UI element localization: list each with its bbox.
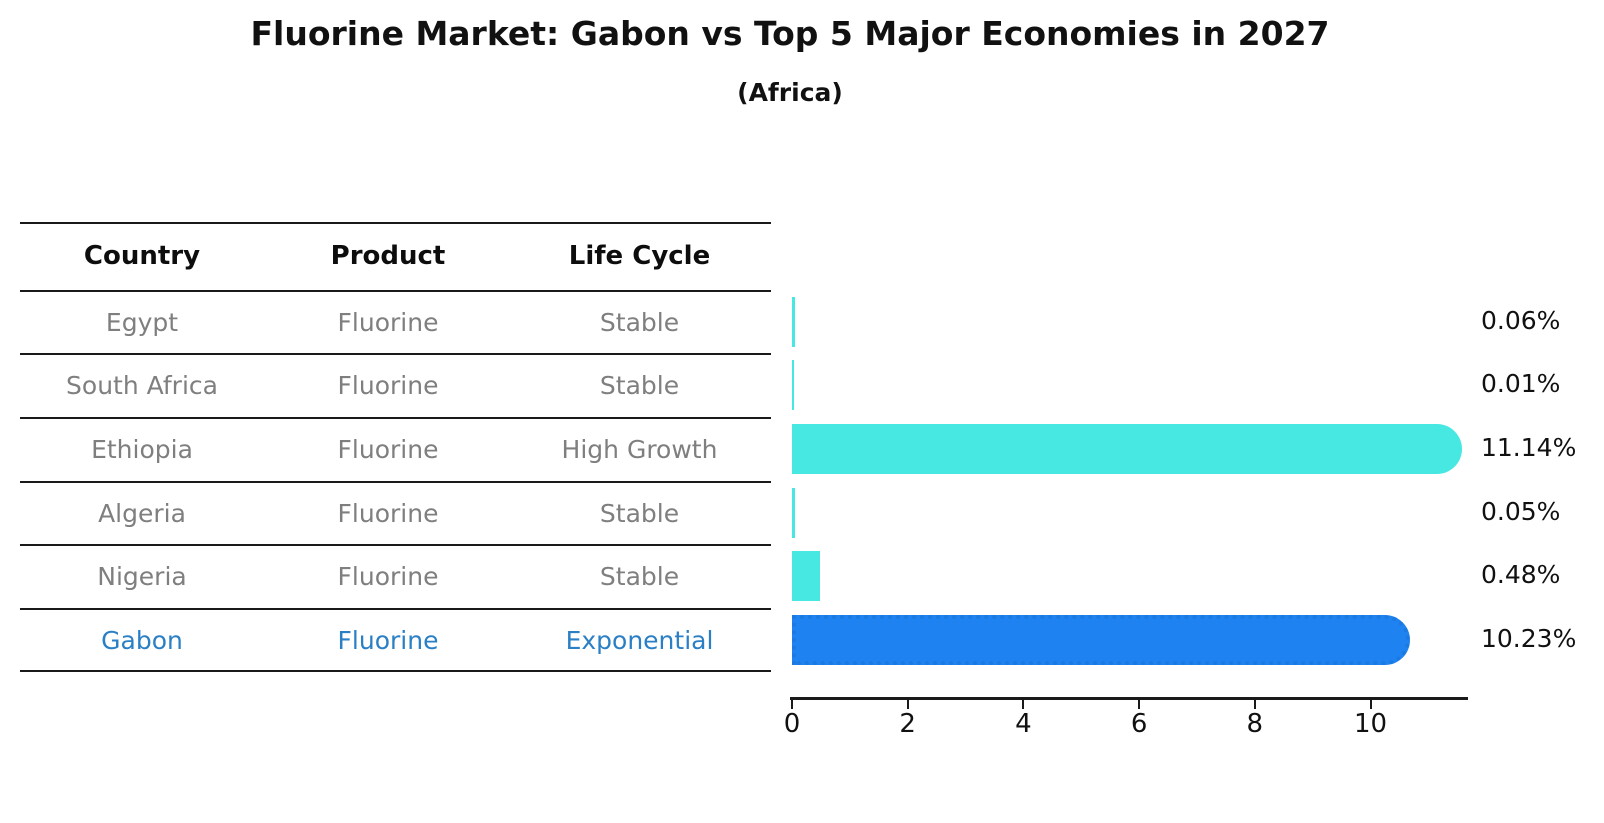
cell-country: Gabon	[101, 626, 183, 655]
cell-life-cycle: High Growth	[561, 435, 718, 464]
chart-title: Fluorine Market: Gabon vs Top 5 Major Ec…	[250, 14, 1330, 53]
value-label-gabon: 10.23%	[1481, 624, 1577, 653]
bar-algeria	[792, 488, 795, 538]
x-tick	[1369, 700, 1372, 709]
table-divider	[20, 417, 771, 419]
cell-product: Fluorine	[337, 626, 439, 655]
cell-product: Fluorine	[337, 499, 439, 528]
x-tick-label: 0	[783, 709, 801, 739]
cell-life-cycle: Stable	[599, 499, 680, 528]
cell-product: Fluorine	[337, 371, 439, 400]
cell-country: Algeria	[98, 499, 186, 528]
chart-subtitle: (Africa)	[737, 78, 843, 107]
table-row-egypt: Egypt Fluorine Stable	[20, 291, 771, 354]
x-tick-label: 4	[1015, 709, 1032, 739]
cell-life-cycle: Exponential	[565, 626, 714, 655]
cell-country: Egypt	[105, 308, 179, 337]
cell-country: Ethiopia	[91, 435, 193, 464]
table-row-south-africa: South Africa Fluorine Stable	[20, 354, 771, 417]
cell-country: South Africa	[66, 371, 218, 400]
table-divider	[20, 670, 771, 672]
table-divider	[20, 608, 771, 610]
table-divider	[20, 353, 771, 355]
bar-gabon	[792, 615, 1410, 665]
value-label-algeria: 0.05%	[1481, 497, 1561, 526]
cell-product: Fluorine	[337, 308, 439, 337]
table-row-nigeria: Nigeria Fluorine Stable	[20, 545, 771, 608]
x-axis-line	[790, 697, 1468, 700]
table-divider	[20, 222, 771, 224]
cell-life-cycle: Stable	[599, 308, 680, 337]
value-label-ethiopia: 11.14%	[1481, 433, 1577, 462]
header-cell-life-cycle: Life Cycle	[568, 241, 711, 271]
cell-product: Fluorine	[337, 562, 439, 591]
x-tick	[1138, 700, 1141, 709]
x-tick	[1022, 700, 1025, 709]
x-tick	[791, 700, 793, 709]
value-label-south-africa: 0.01%	[1481, 369, 1561, 398]
table-divider	[20, 481, 771, 483]
table-row-algeria: Algeria Fluorine Stable	[20, 482, 771, 545]
country-table: Country Product Life Cycle Egypt Fluorin…	[20, 222, 771, 672]
value-label-egypt: 0.06%	[1481, 306, 1561, 335]
x-tick	[906, 700, 909, 709]
table-row-ethiopia: Ethiopia Fluorine High Growth	[20, 418, 771, 481]
cell-country: Nigeria	[97, 562, 187, 591]
x-tick-label: 6	[1130, 709, 1148, 739]
value-label-nigeria: 0.48%	[1481, 560, 1561, 589]
cell-life-cycle: Stable	[599, 562, 680, 591]
x-tick-label: 8	[1246, 709, 1264, 739]
plot-area: 0 2 4 6 8 10	[775, 222, 1475, 739]
cell-product: Fluorine	[337, 435, 439, 464]
cell-life-cycle: Stable	[599, 371, 680, 400]
x-tick	[1253, 700, 1256, 709]
table-divider	[20, 290, 771, 292]
header-cell-country: Country	[83, 241, 201, 271]
bar-egypt	[792, 297, 796, 347]
table-row-gabon-highlighted: Gabon Fluorine Exponential	[20, 609, 771, 672]
header-cell-product: Product	[330, 241, 446, 271]
x-tick-label: 2	[899, 709, 916, 739]
bar-south-africa	[792, 360, 794, 410]
bar-nigeria	[792, 551, 820, 601]
x-tick-label: 10	[1353, 709, 1388, 739]
table-divider	[20, 544, 771, 546]
bar-ethiopia	[792, 424, 1463, 474]
table-header-row: Country Product Life Cycle	[20, 225, 771, 288]
